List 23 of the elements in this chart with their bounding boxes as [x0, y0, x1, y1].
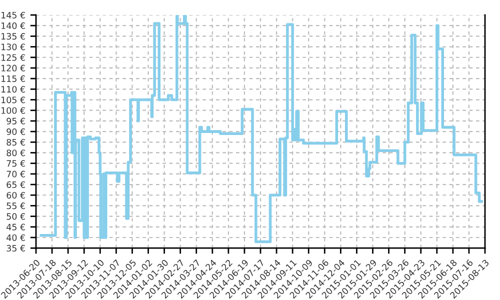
y-tick-label: 115 €	[1, 75, 25, 82]
y-tick-label: 55 €	[6, 202, 25, 210]
y-tick-label: 75 €	[6, 160, 25, 167]
y-tick-label: 130 €	[1, 44, 25, 50]
y-tick-label: 50 €	[6, 213, 25, 220]
y-tick-label: 140 €	[1, 22, 25, 30]
y-tick-label: 125 €	[1, 54, 25, 61]
y-tick-label: 35 €	[6, 244, 25, 252]
y-tick-label: 145 €	[1, 12, 25, 18]
y-tick-label: 80 €	[6, 150, 25, 156]
y-tick-label: 95 €	[6, 118, 25, 124]
y-tick-label: 65 €	[6, 181, 25, 188]
y-tick-label: 135 €	[1, 33, 25, 40]
y-tick-label: 85 €	[6, 138, 25, 146]
y-tick-label: 45 €	[6, 224, 25, 230]
y-tick-label: 60 €	[6, 192, 25, 199]
y-tick-label: 70 €	[6, 170, 25, 178]
y-tick-label: 120 €	[1, 64, 25, 72]
y-tick-label: 100 €	[1, 107, 25, 114]
y-tick-label: 110 €	[1, 86, 25, 93]
y-tick-label: 90 €	[6, 128, 25, 135]
y-tick-label: 40 €	[6, 234, 25, 241]
y-tick-label: 105 €	[1, 96, 25, 104]
